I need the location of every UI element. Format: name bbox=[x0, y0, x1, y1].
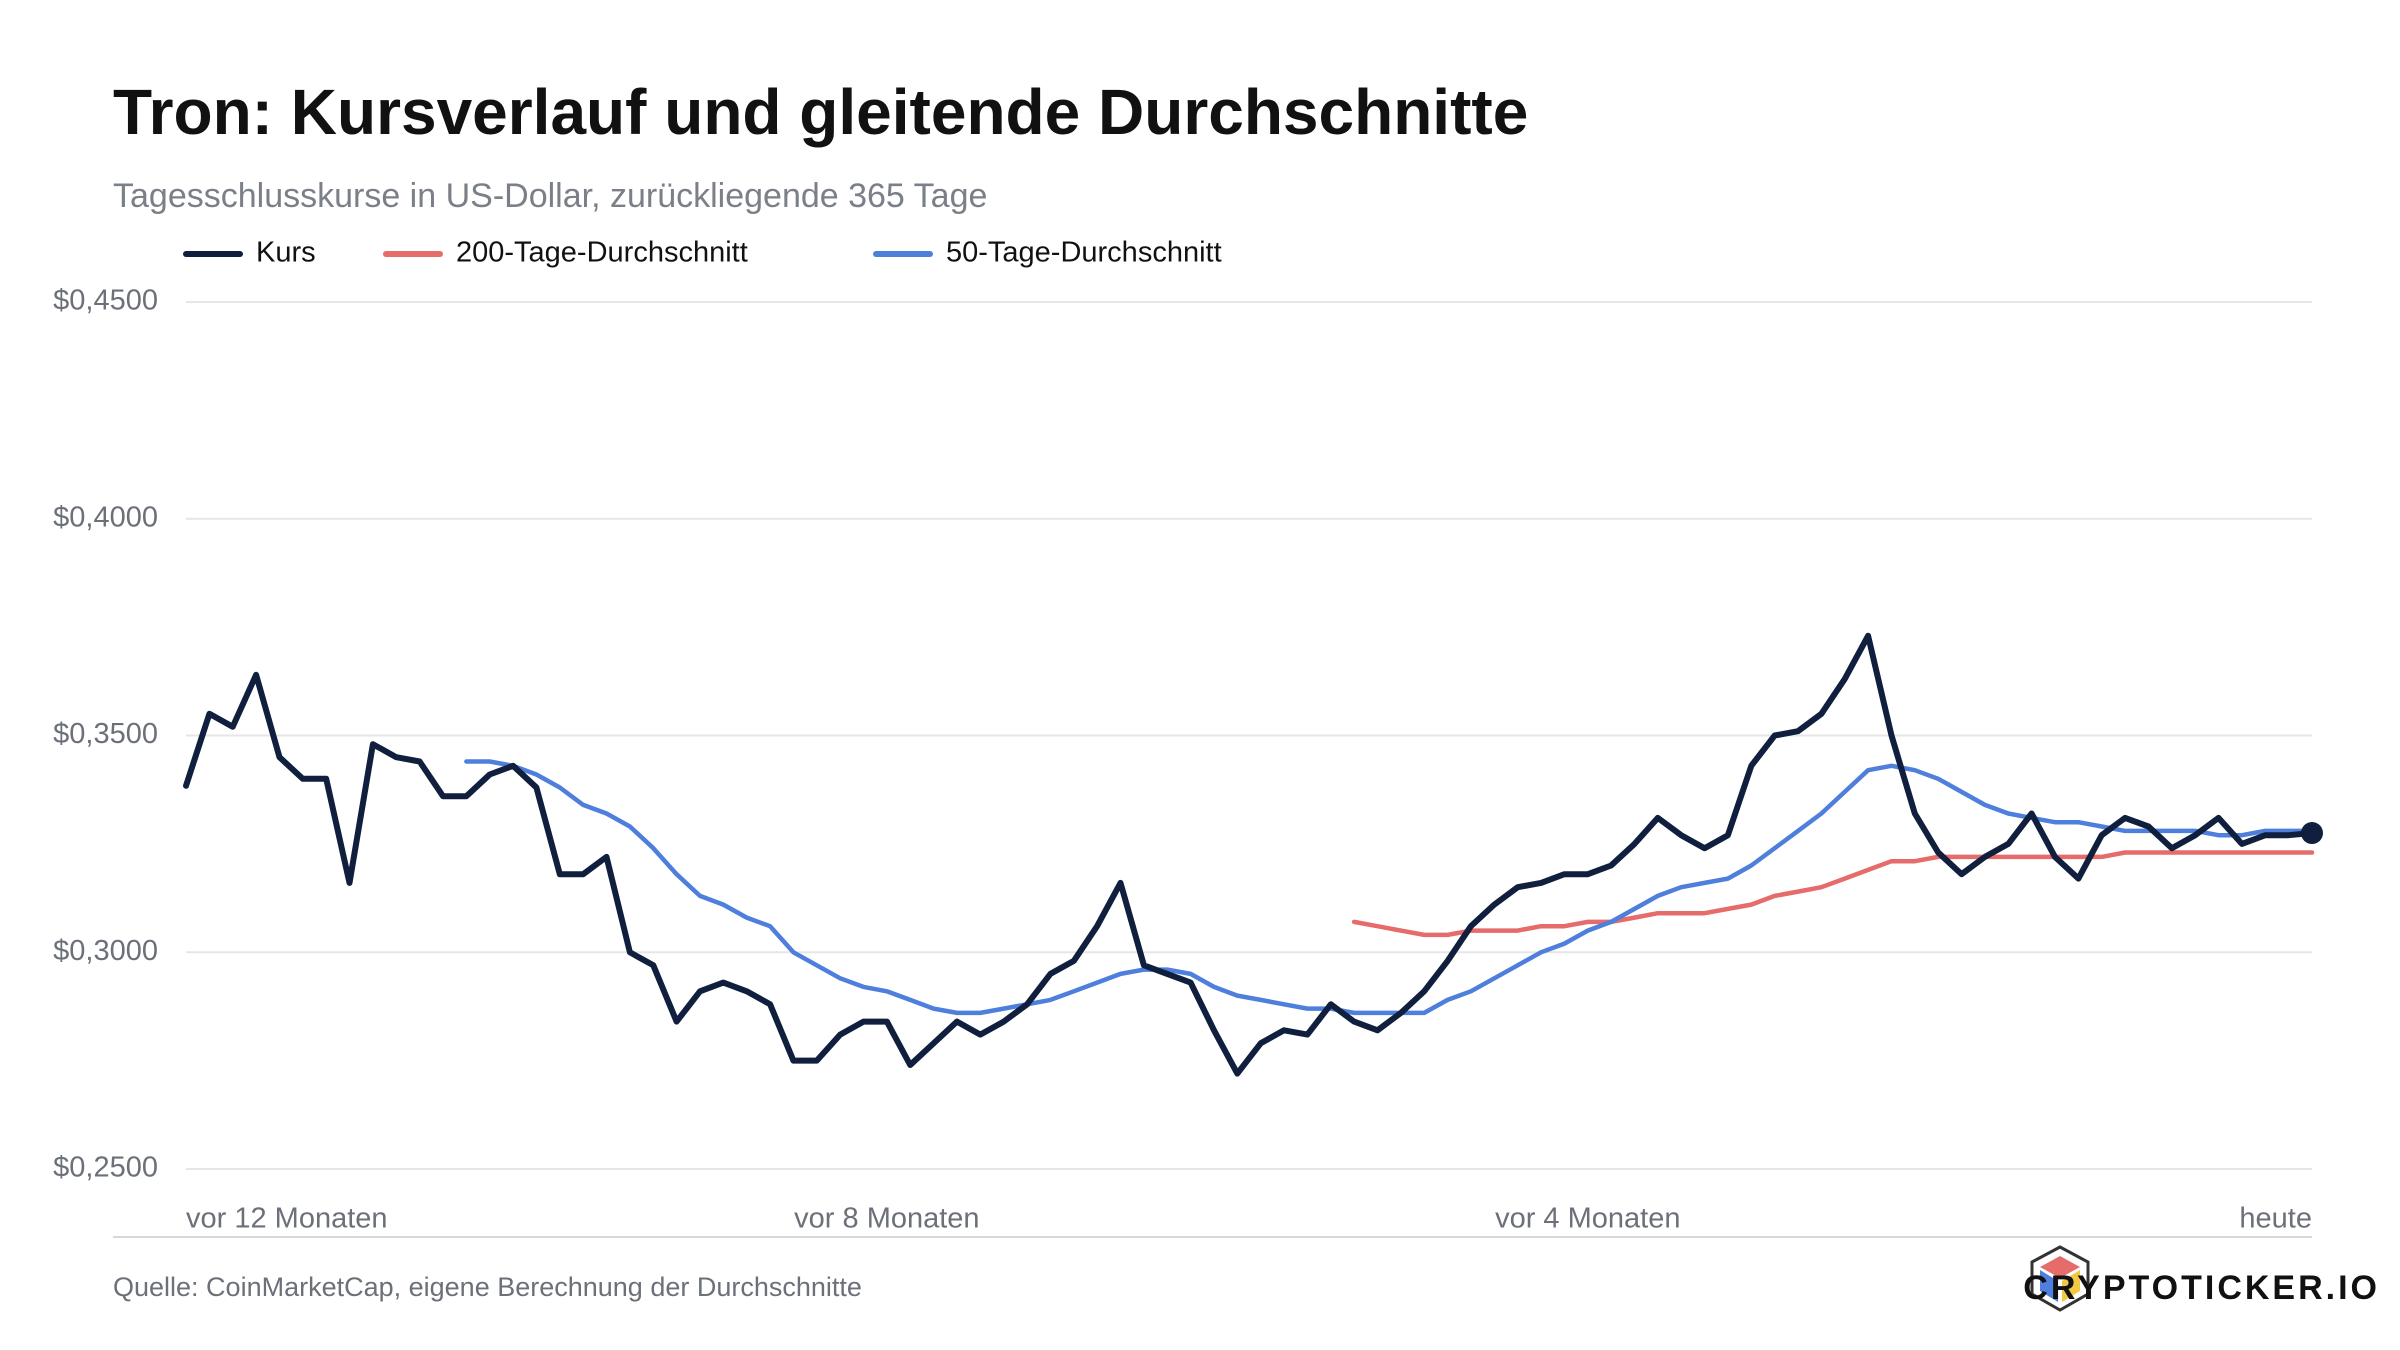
series-line bbox=[464, 759, 2315, 1016]
series-line bbox=[1351, 850, 2315, 938]
x-tick-label: heute bbox=[2239, 1203, 2312, 1235]
brand-logo bbox=[2030, 1245, 2090, 1312]
legend-label: Kurs bbox=[256, 237, 316, 269]
y-tick-label: $0,3000 bbox=[53, 935, 158, 967]
series-line bbox=[183, 632, 2315, 1077]
source-note: Quelle: CoinMarketCap, eigene Berechnung… bbox=[113, 1272, 862, 1302]
legend-label: 50-Tage-Durchschnitt bbox=[946, 237, 1222, 269]
brand-name: CRYPTOTICKER.IO bbox=[2023, 1269, 2380, 1307]
x-tick-label: vor 8 Monaten bbox=[794, 1203, 979, 1235]
chart-subtitle: Tagesschlusskurse in US-Dollar, zurückli… bbox=[113, 177, 987, 215]
last-price-dot bbox=[2301, 822, 2323, 845]
chart-title: Tron: Kursverlauf und gleitende Durchsch… bbox=[113, 76, 1528, 148]
x-tick-label: vor 12 Monaten bbox=[186, 1203, 388, 1235]
y-tick-label: $0,4000 bbox=[53, 501, 158, 533]
y-tick-label: $0,4500 bbox=[53, 285, 158, 317]
legend-label: 200-Tage-Durchschnitt bbox=[456, 237, 748, 269]
y-tick-label: $0,3500 bbox=[53, 718, 158, 750]
y-tick-label: $0,2500 bbox=[53, 1152, 158, 1184]
x-tick-label: vor 4 Monaten bbox=[1495, 1203, 1680, 1235]
